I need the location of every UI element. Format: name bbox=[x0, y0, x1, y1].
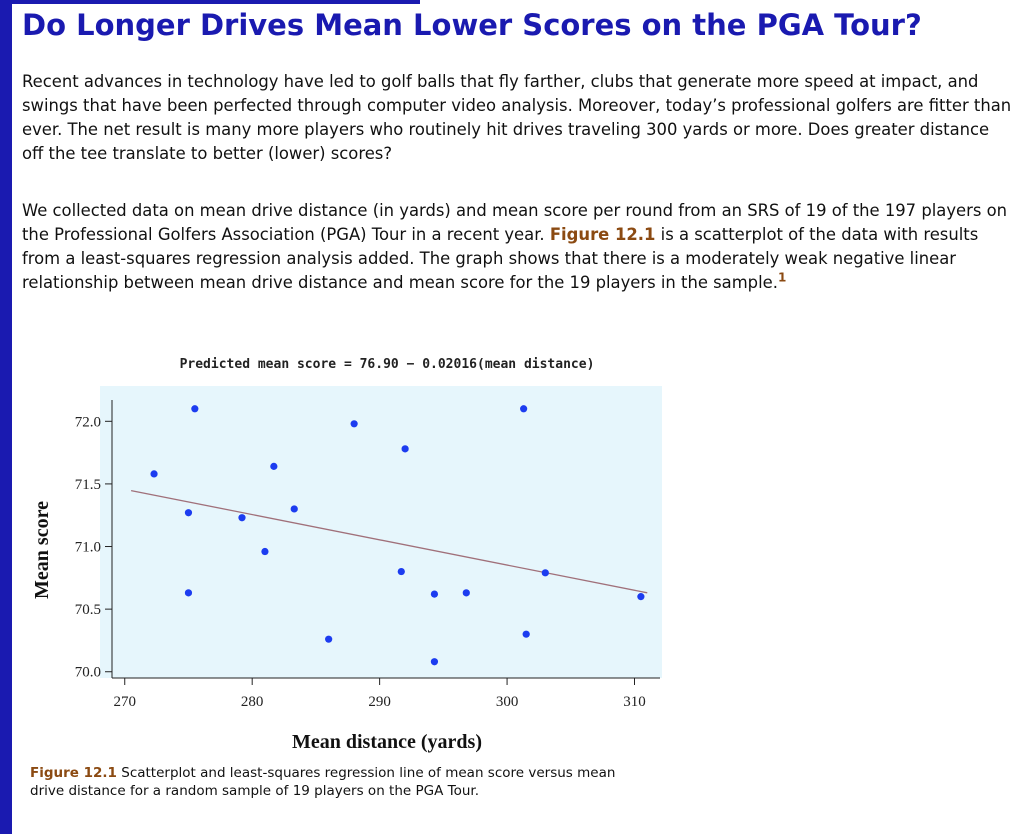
scatter-point bbox=[184, 589, 193, 597]
x-tick-label: 300 bbox=[496, 694, 519, 710]
scatter-point bbox=[397, 567, 405, 576]
data-paragraph: We collected data on mean drive distance… bbox=[22, 199, 1012, 295]
scatter-point bbox=[520, 405, 528, 413]
scatter-point bbox=[238, 514, 246, 522]
scatterplot-chart: Predicted mean score = 76.90 − 0.02016(m… bbox=[31, 357, 662, 753]
scatter-point bbox=[462, 589, 470, 597]
scatter-point bbox=[430, 590, 439, 598]
figure-12-1: Predicted mean score = 76.90 − 0.02016(m… bbox=[22, 350, 672, 760]
top-accent-bar bbox=[0, 0, 420, 4]
scatter-point bbox=[261, 547, 269, 556]
x-tick-label: 310 bbox=[623, 694, 646, 710]
data-paragraph-text-1: We collected data on mean drive distance… bbox=[22, 201, 1008, 244]
figure-link[interactable]: Figure 12.1 bbox=[549, 225, 656, 244]
caption-label: Figure 12.1 bbox=[30, 765, 117, 781]
data-points bbox=[150, 405, 645, 666]
x-tick-label: 280 bbox=[241, 694, 263, 710]
scatter-point bbox=[270, 462, 278, 470]
scatter-point bbox=[637, 593, 645, 601]
y-tick-label: 70.0 bbox=[75, 665, 101, 681]
scatter-point bbox=[290, 505, 298, 513]
figure-caption: Figure 12.1 Scatterplot and least-square… bbox=[30, 764, 640, 800]
x-tick-label: 270 bbox=[113, 694, 136, 710]
chart-title: Predicted mean score = 76.90 − 0.02016(m… bbox=[180, 357, 595, 372]
page-title: Do Longer Drives Mean Lower Scores on th… bbox=[22, 8, 922, 42]
y-tick-label: 70.5 bbox=[75, 602, 101, 618]
scatter-point bbox=[430, 658, 439, 666]
scatter-point bbox=[184, 509, 193, 517]
left-accent-bar bbox=[0, 0, 12, 834]
scatter-point bbox=[325, 635, 333, 643]
y-axis-label: Mean score bbox=[31, 501, 53, 599]
scatter-point bbox=[401, 445, 409, 453]
y-tick-label: 72.0 bbox=[75, 414, 101, 430]
x-tick-label: 290 bbox=[368, 694, 391, 710]
x-axis-ticks: 270 280 290 300 310 bbox=[113, 678, 646, 710]
scatter-point bbox=[191, 405, 199, 413]
y-axis-ticks: 70.0 70.5 71.0 71.5 72.0 bbox=[75, 414, 112, 681]
scatter-point bbox=[350, 420, 358, 428]
scatter-point bbox=[522, 630, 530, 638]
y-tick-label: 71.5 bbox=[75, 477, 101, 493]
x-axis-label: Mean distance (yards) bbox=[292, 731, 482, 753]
caption-text: Scatterplot and least-squares regression… bbox=[30, 765, 616, 799]
intro-paragraph: Recent advances in technology have led t… bbox=[22, 72, 1012, 163]
scatter-point bbox=[541, 569, 549, 577]
regression-line bbox=[130, 489, 648, 594]
footnote-link[interactable]: 1 bbox=[777, 270, 787, 285]
scatter-point bbox=[150, 470, 158, 478]
y-tick-label: 71.0 bbox=[75, 540, 101, 556]
plot-background bbox=[100, 386, 662, 678]
data-paragraph-text-2: is a scatterplot of the data with result… bbox=[22, 225, 979, 292]
